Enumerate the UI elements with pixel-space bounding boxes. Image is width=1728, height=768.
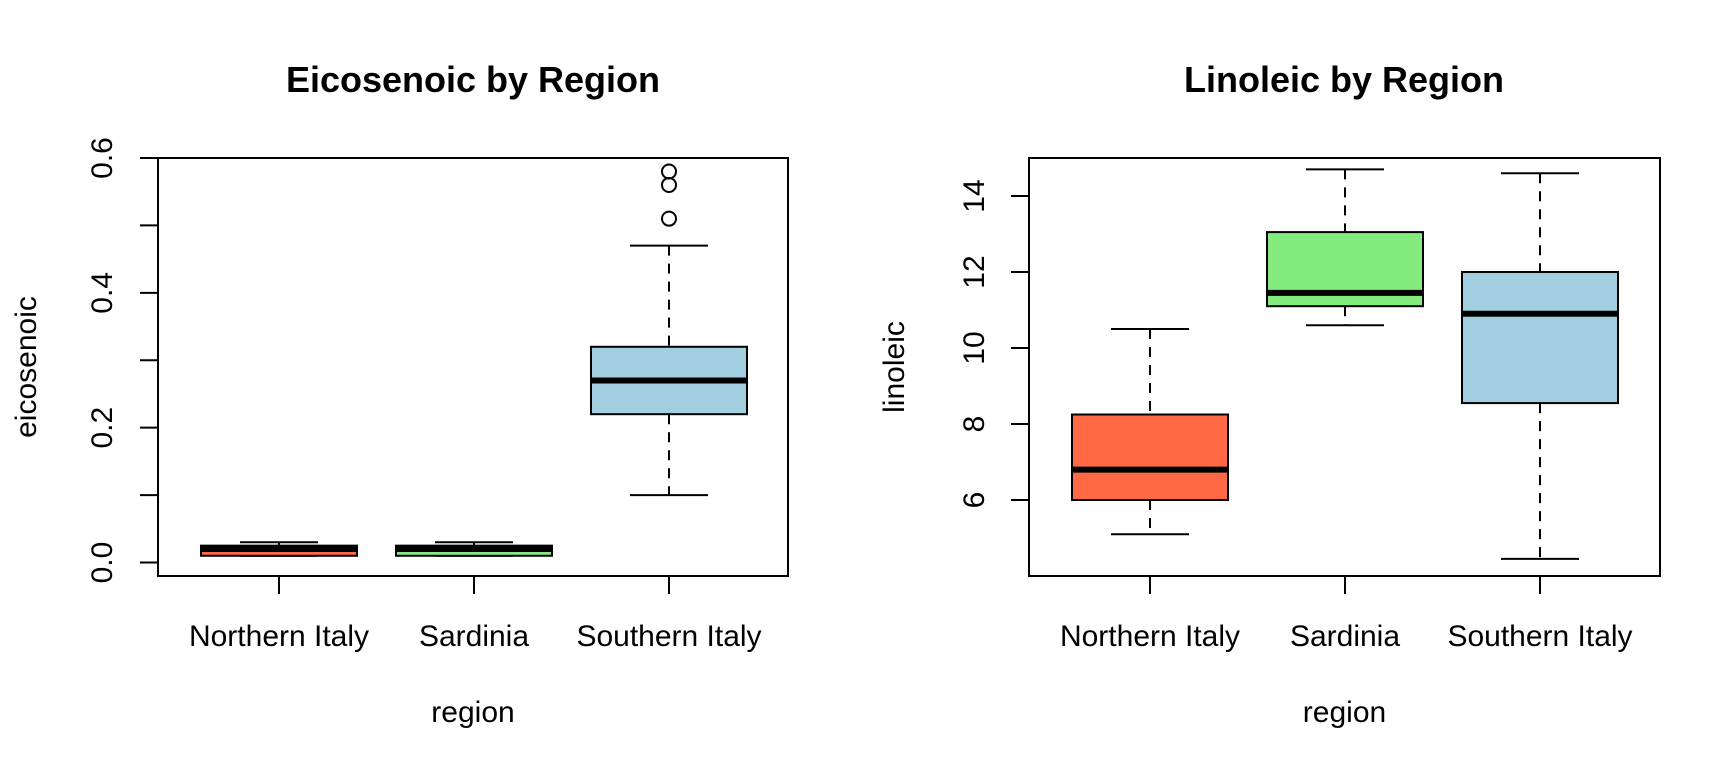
x-tick-label: Southern Italy: [1447, 620, 1632, 653]
y-tick-label: 0.0: [86, 542, 119, 584]
x-tick-label: Sardinia: [419, 620, 529, 653]
y-tick-label: 0.2: [86, 407, 119, 449]
x-tick-label: Sardinia: [1290, 620, 1400, 653]
y-tick-label: 10: [958, 331, 991, 364]
iqr-box: [1071, 413, 1229, 501]
x-axis-label: region: [1303, 696, 1386, 729]
y-tick-label: 0.4: [86, 272, 119, 314]
x-tick-label: Northern Italy: [1060, 620, 1240, 653]
outlier-point: [661, 163, 677, 180]
chart-title: Eicosenoic by Region: [286, 59, 660, 100]
y-tick-label: 6: [958, 492, 991, 509]
box-sardinia: [395, 541, 553, 557]
y-axis-label: eicosenoic: [10, 296, 43, 438]
y-tick-label: 0.6: [86, 137, 119, 179]
outlier-point: [661, 176, 677, 193]
y-tick-label: 12: [958, 255, 991, 288]
eicosenoic-panel: Eicosenoic by Region 0.0 0.2 0.4 0.6 eicoseno…: [10, 59, 789, 729]
box-sardinia: [1266, 168, 1424, 327]
x-tick-label: Southern Italy: [576, 620, 761, 653]
x-tick-label: Northern Italy: [189, 620, 369, 653]
x-axis-label: region: [431, 696, 514, 729]
box-northern-italy: [1071, 328, 1229, 536]
box-southern-italy: [1461, 172, 1619, 560]
box-northern-italy: [200, 541, 358, 557]
y-tick-label: 8: [958, 416, 991, 433]
outlier-point: [661, 210, 677, 227]
box-southern-italy: [590, 163, 748, 497]
y-axis-label: linoleic: [878, 321, 911, 413]
y-tick-label: 14: [958, 179, 991, 212]
iqr-box: [1461, 271, 1619, 405]
chart-title: Linoleic by Region: [1184, 59, 1504, 100]
linoleic-panel: Linoleic by Region 6 8 10 12 14 linoleic Northe…: [878, 59, 1661, 729]
